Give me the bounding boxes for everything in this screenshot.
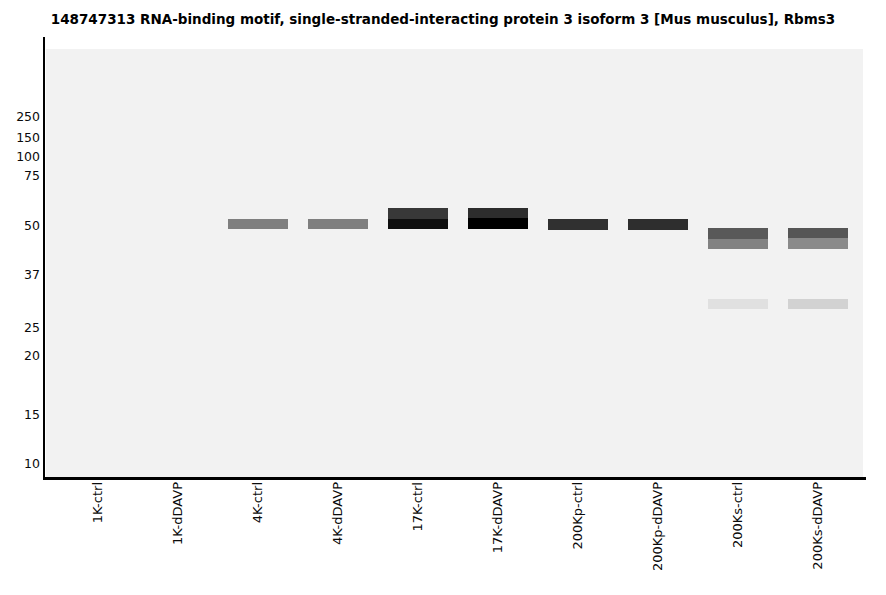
band-segment: [788, 228, 848, 238]
mw-label-250: 250: [0, 109, 40, 124]
lane-label-200Kp-ctrl: 200Kp-ctrl: [570, 482, 586, 549]
lane-label-200Kp-dDAVP: 200Kp-dDAVP: [650, 482, 666, 571]
mw-label-75: 75: [0, 168, 40, 183]
band-segment: [388, 208, 448, 219]
mw-label-50: 50: [0, 218, 40, 233]
band-segment: [228, 219, 288, 229]
lane-label-17K-ctrl: 17K-ctrl: [410, 482, 426, 532]
band-segment: [388, 219, 448, 229]
lane-label-17K-dDAVP: 17K-dDAVP: [490, 482, 506, 553]
lane-label-1K-dDAVP: 1K-dDAVP: [170, 482, 186, 545]
mw-label-20: 20: [0, 348, 40, 363]
band-segment: [468, 208, 528, 218]
band-200Ks-ctrl-30kda: [708, 299, 768, 309]
band-200Ks-dDAVP-30kda: [788, 299, 848, 309]
y-axis-line: [43, 37, 45, 480]
mw-label-10: 10: [0, 456, 40, 471]
band-segment: [708, 239, 768, 249]
western-blot-figure: 148747313 RNA-binding motif, single-stra…: [0, 0, 886, 595]
mw-label-15: 15: [0, 407, 40, 422]
band-segment: [708, 228, 768, 239]
band-segment: [788, 238, 848, 249]
mw-label-25: 25: [0, 320, 40, 335]
band-segment: [308, 219, 368, 229]
lane-label-1K-ctrl: 1K-ctrl: [90, 482, 106, 523]
band-17K-dDAVP-52kda: [468, 208, 528, 229]
band-200Kp-dDAVP-52kda: [628, 219, 688, 230]
mw-label-37: 37: [0, 267, 40, 282]
lane-label-4K-dDAVP: 4K-dDAVP: [330, 482, 346, 545]
band-4K-dDAVP-52kda: [308, 219, 368, 229]
lane-label-4K-ctrl: 4K-ctrl: [250, 482, 266, 523]
band-segment: [548, 219, 608, 230]
mw-label-150: 150: [0, 130, 40, 145]
blot-plot-area: [46, 49, 863, 478]
band-segment: [788, 299, 848, 309]
mw-label-100: 100: [0, 149, 40, 164]
x-axis-line: [43, 477, 866, 480]
lane-label-200Ks-dDAVP: 200Ks-dDAVP: [810, 482, 826, 570]
band-200Ks-dDAVP-47kda: [788, 228, 848, 249]
band-200Kp-ctrl-52kda: [548, 219, 608, 230]
band-200Ks-ctrl-47kda: [708, 228, 768, 249]
lane-label-200Ks-ctrl: 200Ks-ctrl: [730, 482, 746, 548]
band-4K-ctrl-52kda: [228, 219, 288, 229]
band-17K-ctrl-52kda: [388, 208, 448, 229]
band-segment: [468, 218, 528, 229]
band-segment: [708, 299, 768, 309]
band-segment: [628, 219, 688, 230]
chart-title: 148747313 RNA-binding motif, single-stra…: [0, 11, 886, 27]
